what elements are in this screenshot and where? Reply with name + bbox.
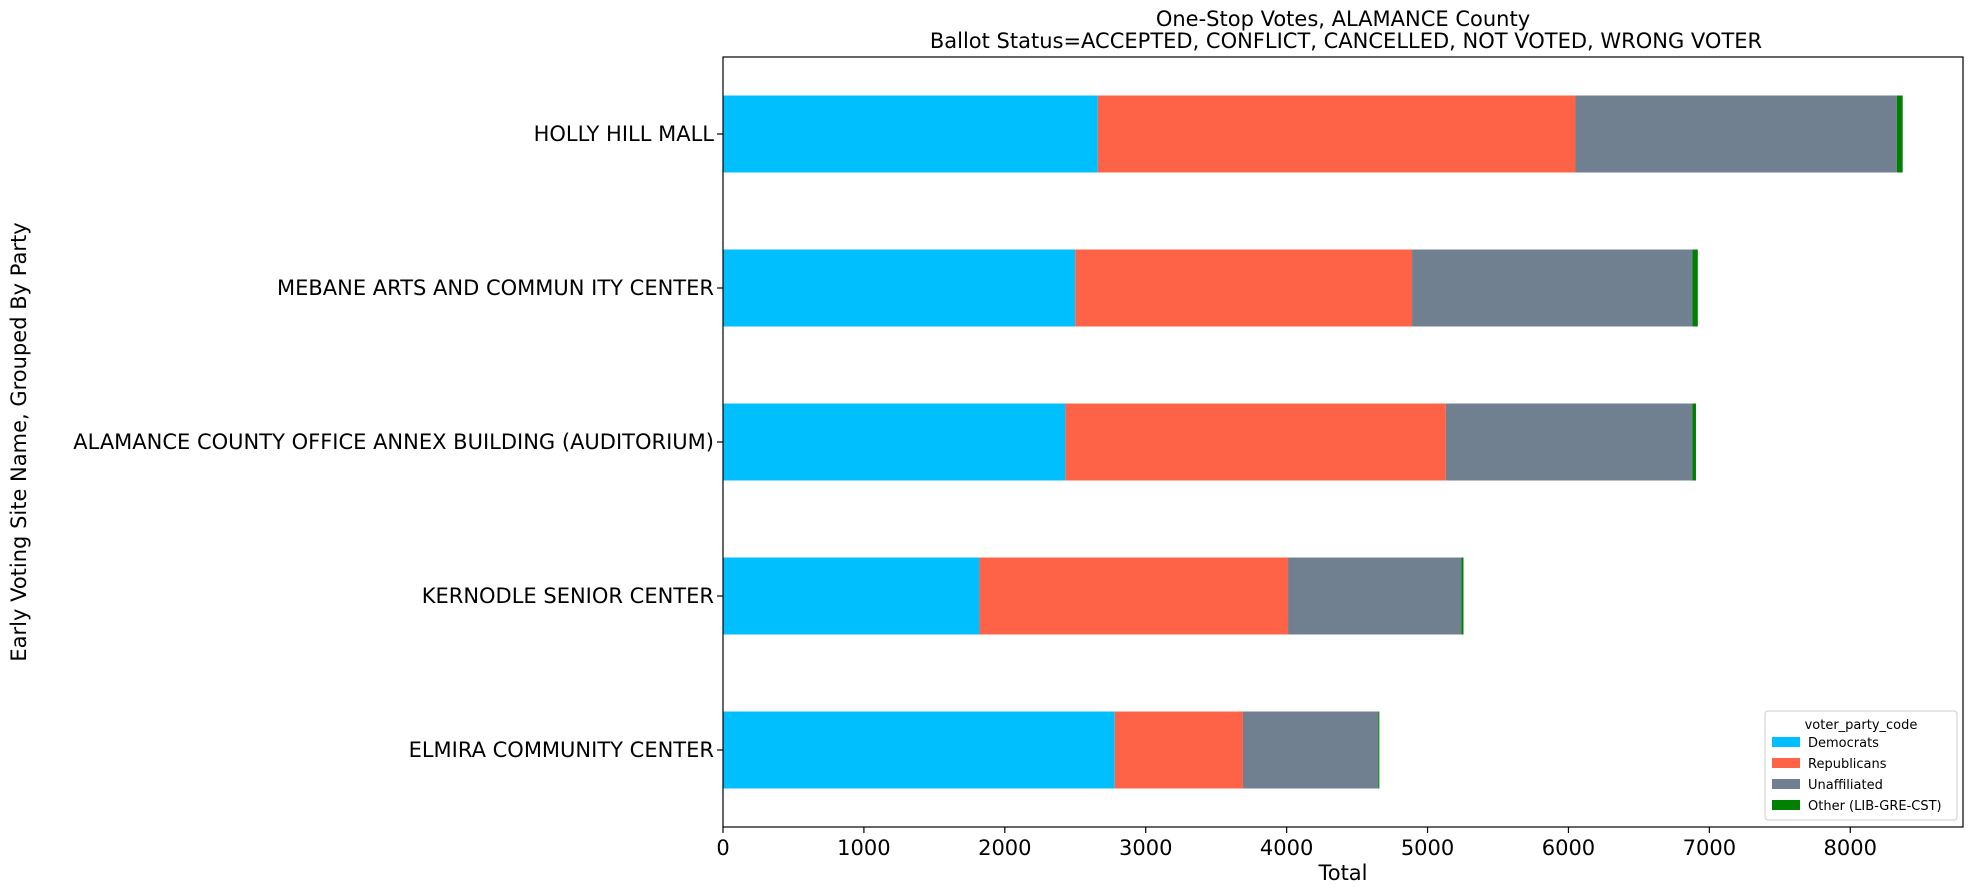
x-tick-label: 7000 xyxy=(1683,836,1736,860)
x-axis-ticks: 0 1000 2000 3000 4000 5000 6000 7000 8000 xyxy=(716,827,1877,860)
legend-label-unaffiliated: Unaffiliated xyxy=(1808,778,1883,793)
legend-swatch-democrats xyxy=(1772,737,1800,747)
category-label: HOLLY HILL MALL xyxy=(534,122,715,146)
legend-label-republicans: Republicans xyxy=(1808,757,1887,772)
x-tick-label: 3000 xyxy=(1119,836,1172,860)
category-label: MEBANE ARTS AND COMMUN ITY CENTER xyxy=(277,276,714,300)
legend-box xyxy=(1764,710,1958,821)
x-tick-label: 2000 xyxy=(978,836,1031,860)
legend-swatch-republicans xyxy=(1772,758,1800,768)
bar-other-lib-gre-cst-mebane-arts-and-commun-ity-center xyxy=(1692,249,1698,327)
legend-items: Democrats Republicans Unaffiliated Other (L… xyxy=(1772,736,1942,814)
bar-other-lib-gre-cst-kernodle-senior-center xyxy=(1461,557,1464,635)
bar-democrats-holly-hill-mall xyxy=(723,95,1098,173)
bar-democrats-mebane-arts-and-commun-ity-center xyxy=(723,249,1076,327)
bar-other-lib-gre-cst-alamance-county-office-annex-building-auditorium xyxy=(1692,403,1696,481)
legend-label-other-lib-gre-cst: Other (LIB-GRE-CST) xyxy=(1808,799,1942,814)
legend-label-democrats: Democrats xyxy=(1808,736,1879,751)
bar-other-lib-gre-cst-holly-hill-mall xyxy=(1896,95,1903,173)
chart-subtitle: Ballot Status=ACCEPTED, CONFLICT, CANCEL… xyxy=(930,29,1762,53)
bar-democrats-elmira-community-center xyxy=(723,711,1115,789)
x-tick-label: 1000 xyxy=(837,836,890,860)
y-axis-label: Early Voting Site Name, Grouped By Party xyxy=(7,222,31,661)
bar-unaffiliated-alamance-county-office-annex-building-auditorium xyxy=(1445,403,1693,481)
bar-democrats-kernodle-senior-center xyxy=(723,557,980,635)
bar-unaffiliated-mebane-arts-and-commun-ity-center xyxy=(1412,249,1693,327)
bar-republicans-alamance-county-office-annex-building-auditorium xyxy=(1065,403,1446,481)
x-tick-label: 0 xyxy=(716,836,729,860)
category-label: KERNODLE SENIOR CENTER xyxy=(422,584,714,608)
x-tick-label: 8000 xyxy=(1824,836,1877,860)
x-tick-label: 4000 xyxy=(1260,836,1313,860)
chart-title: One-Stop Votes, ALAMANCE County xyxy=(1156,7,1530,31)
x-tick-label: 6000 xyxy=(1542,836,1595,860)
legend-swatch-unaffiliated xyxy=(1772,779,1800,789)
bar-republicans-holly-hill-mall xyxy=(1097,95,1576,173)
category-label: ALAMANCE COUNTY OFFICE ANNEX BUILDING (A… xyxy=(73,430,714,454)
bar-republicans-elmira-community-center xyxy=(1114,711,1243,789)
bar-democrats-alamance-county-office-annex-building-auditorium xyxy=(723,403,1066,481)
bar-republicans-mebane-arts-and-commun-ity-center xyxy=(1075,249,1413,327)
bar-republicans-kernodle-senior-center xyxy=(979,557,1289,635)
x-tick-label: 5000 xyxy=(1401,836,1454,860)
x-axis-label: Total xyxy=(1317,861,1367,885)
bar-other-lib-gre-cst-elmira-community-center xyxy=(1378,711,1380,789)
legend: voter_party_code Democrats Republicans Una… xyxy=(1764,710,1958,821)
y-axis-ticks: ELMIRA COMMUNITY CENTER KERNODLE SENIOR C… xyxy=(73,122,723,762)
category-label: ELMIRA COMMUNITY CENTER xyxy=(409,738,714,762)
bar-unaffiliated-holly-hill-mall xyxy=(1575,95,1897,173)
bar-unaffiliated-elmira-community-center xyxy=(1242,711,1379,789)
legend-swatch-other-lib-gre-cst xyxy=(1772,800,1800,810)
bars-layer xyxy=(723,95,1903,789)
bar-unaffiliated-kernodle-senior-center xyxy=(1288,557,1462,635)
legend-title: voter_party_code xyxy=(1805,718,1918,733)
